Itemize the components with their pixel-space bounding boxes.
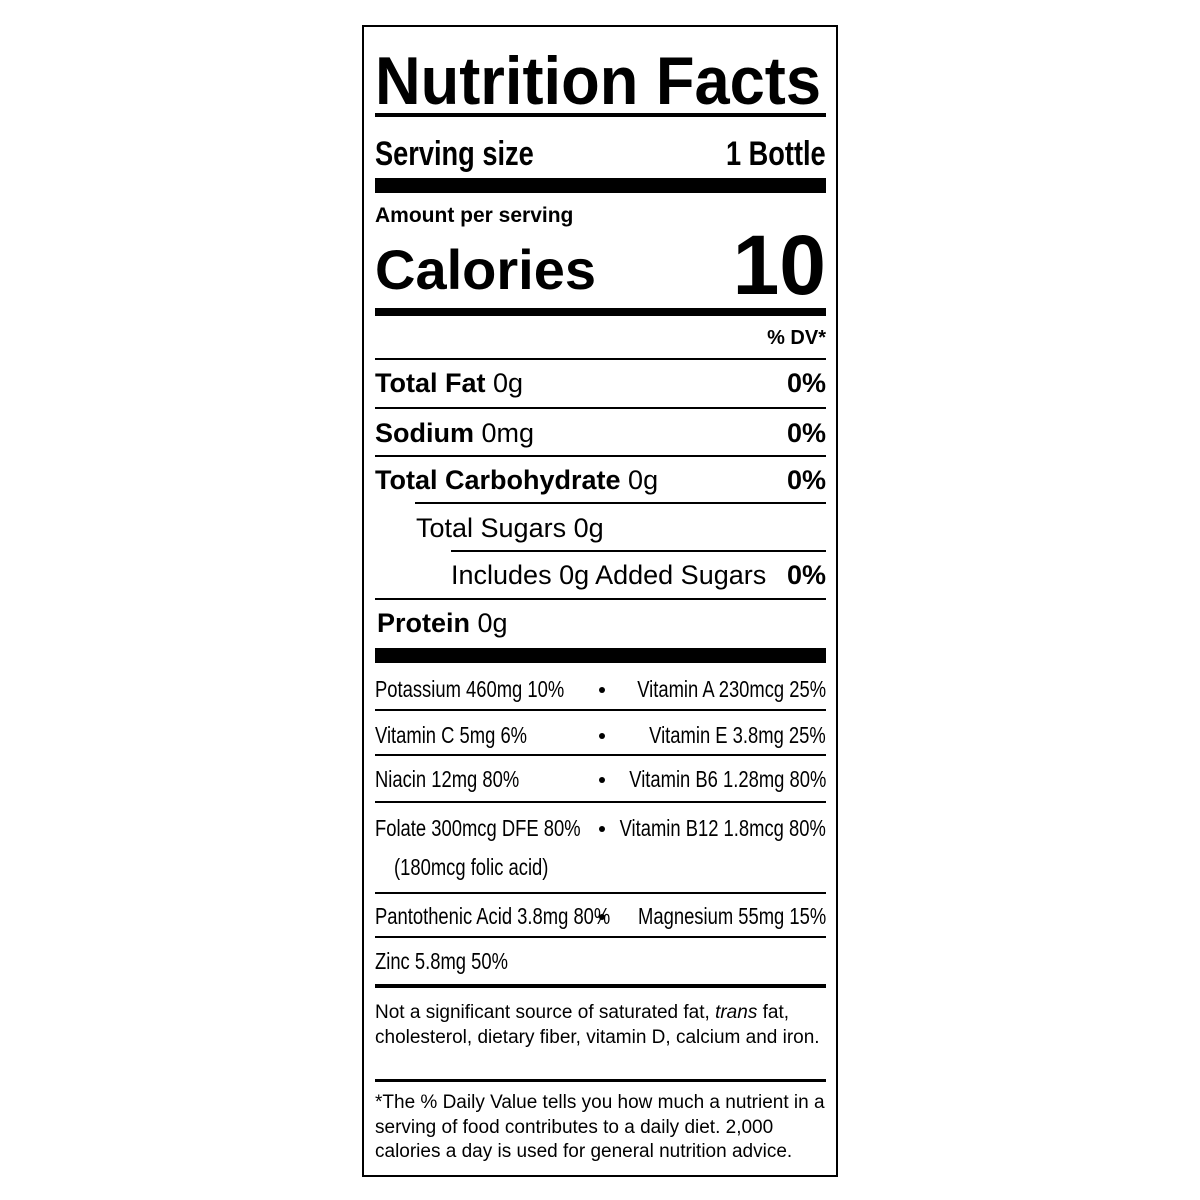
vitamin-right: Magnesium 55mg 15% bbox=[637, 903, 826, 929]
nutrient-amount: 0g bbox=[477, 608, 508, 638]
rule bbox=[451, 550, 826, 552]
title: Nutrition Facts bbox=[375, 47, 826, 115]
nutrient-dv: 0% bbox=[786, 418, 826, 448]
nutrition-label: Nutrition Facts Serving size 1 Bottle Am… bbox=[362, 25, 838, 1177]
vitamin-right: Vitamin E 3.8mg 25% bbox=[649, 722, 826, 748]
rule bbox=[375, 892, 826, 894]
vitamin-left: Zinc 5.8mg 50% bbox=[375, 948, 508, 974]
nutrient-dv: 0% bbox=[786, 560, 826, 590]
serving-row: Serving size bbox=[375, 137, 826, 171]
nutrient-sub: Includes 0g Added Sugars bbox=[451, 560, 767, 590]
rule bbox=[375, 754, 826, 756]
bullet bbox=[599, 777, 605, 783]
nutrient-row: Protein 0g bbox=[377, 610, 828, 637]
rule bbox=[375, 455, 826, 457]
footnote-text: Not a significant source of saturated fa… bbox=[375, 1002, 716, 1023]
nutrient-amount: 0g bbox=[493, 368, 524, 398]
vitamin-right: Vitamin B12 1.8mcg 80% bbox=[619, 815, 826, 841]
thick-rule bbox=[375, 648, 826, 663]
rule bbox=[375, 407, 826, 409]
rule bbox=[375, 1079, 826, 1082]
amount-per-serving: Amount per serving bbox=[375, 204, 574, 227]
vitamin-left: Pantothenic Acid 3.8mg 80% bbox=[375, 903, 611, 929]
rule bbox=[375, 598, 826, 600]
rule bbox=[415, 502, 826, 504]
title-text: Nutrition Facts bbox=[375, 43, 821, 119]
vitamin-left: Niacin 12mg 80% bbox=[375, 766, 520, 792]
rule bbox=[375, 358, 826, 360]
bullet bbox=[599, 733, 605, 739]
footnote-dv: *The % Daily Value tells you how much a … bbox=[375, 1092, 825, 1162]
dv-header: % DV* bbox=[767, 327, 826, 349]
footnote-text: fat, cholesterol, dietary fiber, vitamin… bbox=[375, 1002, 820, 1048]
nutrient-name: Total Fat bbox=[375, 368, 486, 398]
nutrient-row: Total Carbohydrate 0g bbox=[375, 467, 826, 494]
nutrient-sub: Total Sugars 0g bbox=[416, 513, 604, 543]
vitamin-right: Vitamin B6 1.28mg 80% bbox=[628, 766, 826, 792]
bullet bbox=[599, 826, 605, 832]
nutrient-row: Sodium 0mg bbox=[375, 420, 826, 447]
nutrient-amount: 0mg bbox=[481, 418, 535, 448]
serving-value: 1 Bottle bbox=[726, 135, 826, 173]
nutrient-row: Total Fat 0g bbox=[375, 370, 826, 397]
rule bbox=[375, 984, 826, 988]
rule bbox=[375, 308, 826, 316]
nutrient-name: Protein bbox=[377, 608, 471, 638]
bullet bbox=[599, 914, 605, 920]
nutrient-name: Sodium bbox=[375, 418, 474, 448]
vitamin-note: (180mcg folic acid) bbox=[394, 854, 549, 880]
footnote-nutrients: Not a significant source of saturated fa… bbox=[375, 1001, 826, 1050]
calories-label: Calories bbox=[375, 238, 596, 301]
vitamin-left: Folate 300mcg DFE 80% bbox=[375, 815, 581, 841]
serving-label: Serving size bbox=[375, 135, 534, 173]
vitamin-left: Potassium 460mg 10% bbox=[375, 676, 565, 702]
thick-rule bbox=[375, 178, 826, 193]
rule bbox=[375, 709, 826, 711]
footnote-italic: trans bbox=[715, 1002, 758, 1023]
nutrient-dv: 0% bbox=[786, 368, 826, 398]
vitamin-right: Vitamin A 230mcg 25% bbox=[637, 676, 826, 702]
rule bbox=[375, 113, 826, 117]
bullet bbox=[599, 687, 605, 693]
nutrient-name: Total Carbohydrate bbox=[375, 465, 621, 495]
vitamin-left: Vitamin C 5mg 6% bbox=[375, 722, 528, 748]
nutrient-amount: 0g bbox=[628, 465, 659, 495]
nutrient-dv: 0% bbox=[786, 465, 826, 495]
rule bbox=[375, 936, 826, 938]
rule bbox=[375, 801, 826, 803]
calories-value: 10 bbox=[732, 218, 826, 312]
serving-value-row: 1 Bottle bbox=[375, 137, 826, 171]
